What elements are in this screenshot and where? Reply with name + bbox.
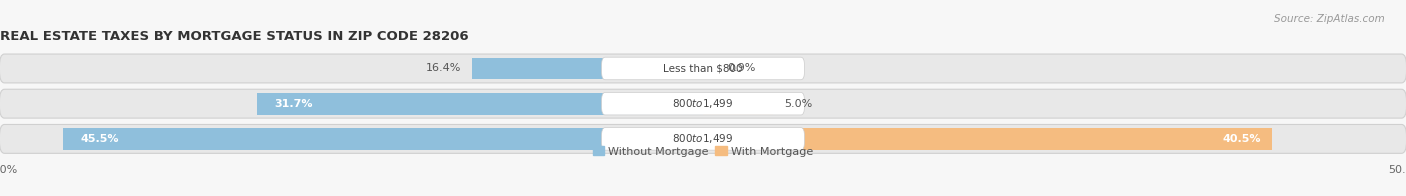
Text: 40.5%: 40.5% [1223,134,1261,144]
Bar [703,128,1272,150]
FancyBboxPatch shape [602,128,804,150]
Text: 31.7%: 31.7% [274,99,312,109]
Bar [257,93,703,115]
FancyBboxPatch shape [602,57,804,80]
FancyBboxPatch shape [0,124,1406,153]
Legend: Without Mortgage, With Mortgage: Without Mortgage, With Mortgage [588,142,818,161]
Text: $800 to $1,499: $800 to $1,499 [672,132,734,145]
Text: 16.4%: 16.4% [426,64,461,74]
FancyBboxPatch shape [0,89,1406,118]
Bar [472,58,703,79]
Bar [703,58,716,79]
FancyBboxPatch shape [0,54,1406,83]
Text: Less than $800: Less than $800 [664,64,742,74]
Text: 0.9%: 0.9% [727,64,755,74]
Bar [703,93,773,115]
Text: 5.0%: 5.0% [785,99,813,109]
Text: 45.5%: 45.5% [80,134,118,144]
Text: REAL ESTATE TAXES BY MORTGAGE STATUS IN ZIP CODE 28206: REAL ESTATE TAXES BY MORTGAGE STATUS IN … [0,30,468,43]
Text: $800 to $1,499: $800 to $1,499 [672,97,734,110]
Bar [63,128,703,150]
FancyBboxPatch shape [602,92,804,115]
Text: Source: ZipAtlas.com: Source: ZipAtlas.com [1274,14,1385,24]
